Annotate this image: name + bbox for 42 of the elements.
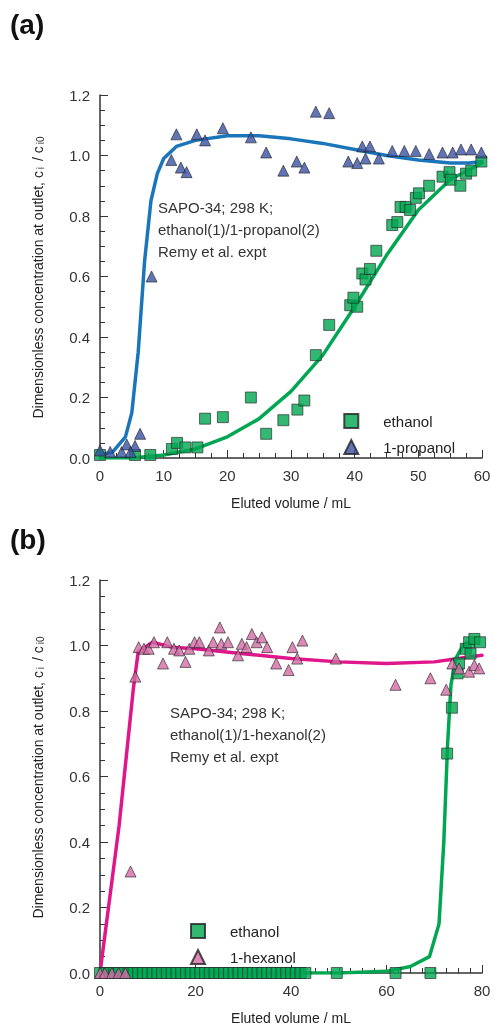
annotation: SAPO-34; 298 K; (158, 199, 274, 216)
x-tick-label: 80 (473, 982, 491, 999)
x-tick-label: 60 (473, 467, 491, 484)
x-tick-label: 20 (218, 467, 236, 484)
x-axis-title: Eluted volume / mL (231, 1010, 352, 1026)
y-tick-label: 0.4 (69, 833, 90, 851)
annotation: ethanol(1)/1-hexanol(2) (170, 726, 326, 743)
y-tick-label: 0.2 (69, 389, 90, 406)
y-tick-label: 0.6 (69, 268, 90, 285)
y-tick-label: 0.0 (69, 964, 90, 982)
y-tick-label: 1.2 (69, 86, 90, 104)
x-tick-label: 20 (187, 982, 204, 999)
x-tick-label: 40 (282, 982, 300, 999)
y-tick-label: 0.8 (69, 702, 90, 720)
x-tick-label: 40 (346, 467, 364, 484)
legend-label: 1-propanol (383, 438, 455, 456)
x-tick-label: 50 (409, 467, 427, 484)
y-tick-label: 0.6 (69, 768, 90, 785)
x-tick-label: 60 (378, 982, 395, 999)
x-tick-label: 0 (95, 982, 105, 999)
annotation: SAPO-34; 298 K; (170, 704, 286, 721)
y-axis-title: Dimensionless concentration at outlet, ci / ci0 (30, 636, 46, 919)
chart-title: (b) (10, 523, 46, 555)
legend-label: ethanol (230, 922, 280, 940)
legend-label: 1-hexanol (230, 948, 296, 966)
y-axis-title: Dimensionless concentration at outlet, ci / ci0 (30, 136, 46, 419)
legend-label: ethanol (383, 412, 433, 430)
y-tick-label: 0.4 (69, 328, 90, 346)
x-axis-title: Eluted volume / mL (231, 495, 352, 511)
y-tick-label: 1.2 (69, 571, 90, 589)
chart-title: (a) (10, 8, 45, 40)
annotation: Remy et al. expt (170, 748, 280, 765)
annotation: ethanol(1)/1-propanol(2) (158, 221, 320, 238)
y-tick-label: 0.0 (69, 449, 90, 467)
x-tick-label: 10 (155, 467, 173, 484)
x-tick-label: 30 (282, 467, 300, 484)
y-tick-label: 0.2 (69, 899, 90, 916)
y-tick-label: 1.0 (69, 637, 90, 654)
y-tick-label: 0.8 (69, 207, 90, 225)
annotation: Remy et al. expt (158, 243, 268, 260)
x-tick-label: 0 (95, 467, 105, 484)
y-tick-label: 1.0 (69, 147, 90, 164)
